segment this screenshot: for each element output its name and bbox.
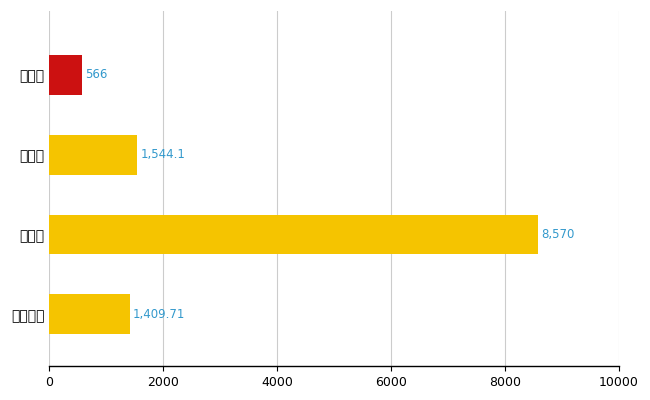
Text: 8,570: 8,570 xyxy=(541,228,575,241)
Bar xyxy=(49,55,82,95)
Bar xyxy=(49,135,137,175)
Text: 566: 566 xyxy=(85,68,107,82)
Bar xyxy=(49,214,538,254)
Text: 1,544.1: 1,544.1 xyxy=(141,148,186,161)
Bar xyxy=(49,294,130,334)
Text: 1,409.71: 1,409.71 xyxy=(133,308,185,321)
